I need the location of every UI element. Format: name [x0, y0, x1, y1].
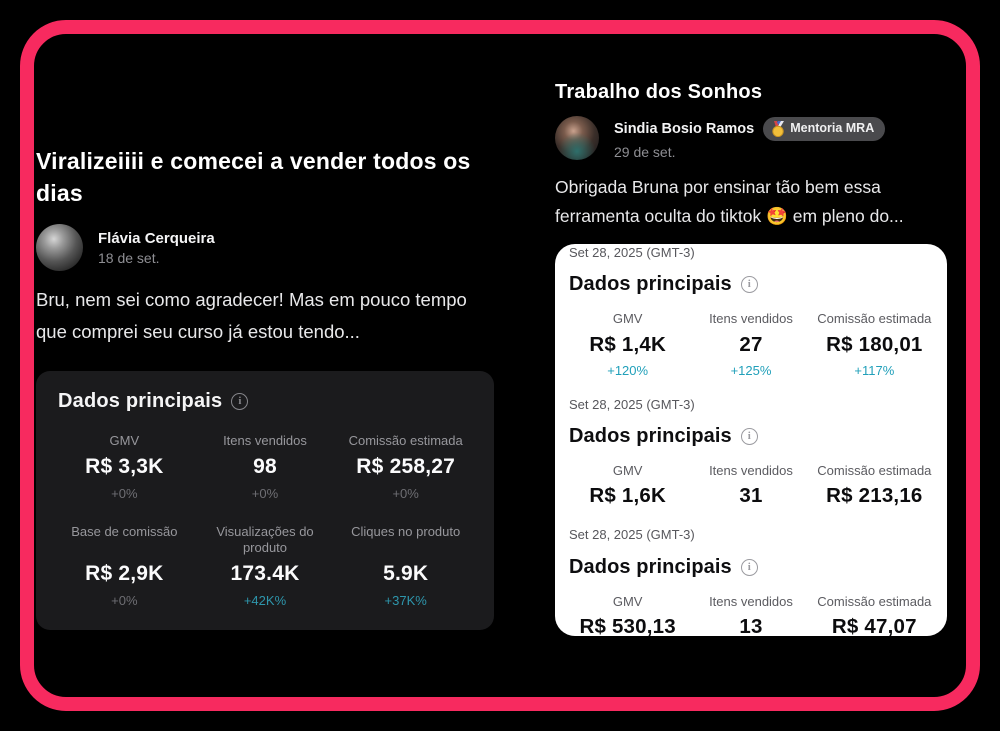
stat-delta: +120%	[607, 362, 649, 378]
stat-value: R$ 180,01	[826, 332, 923, 356]
post-title: Viralizeiiii e comecei a vender todos os…	[36, 148, 471, 206]
stat-label: Comissão estimada	[817, 463, 932, 479]
report-section-title: Dados principais	[569, 556, 732, 579]
stat-value: 5.9K	[383, 562, 429, 586]
post-date: 29 de set.	[614, 143, 676, 160]
stat-cell: Comissão estimada R$ 213,16	[816, 463, 933, 508]
report-section-title: Dados principais	[569, 425, 732, 448]
report-section-header: Dados principais i	[569, 273, 933, 296]
post-body: Obrigada Bruna por ensinar tão bem essa …	[555, 177, 904, 227]
stat-cell: Comissão estimada R$ 47,07	[816, 594, 933, 636]
stat-delta: +0%	[111, 485, 138, 501]
stat-value: R$ 2,9K	[85, 562, 164, 586]
stat-label: Visualizações do produto	[216, 523, 314, 556]
stat-cell: Comissão estimada R$ 180,01 +117%	[816, 311, 933, 377]
info-icon[interactable]: i	[740, 428, 758, 446]
stats-grid: GMV R$ 3,3K +0% Itens vendidos 98 +0% Comissão…	[58, 433, 472, 609]
stat-label: Itens vendidos	[709, 311, 793, 327]
stat-delta: +0%	[111, 593, 138, 609]
stat-value: R$ 258,27	[356, 454, 456, 478]
stat-cell: GMV R$ 1,4K +120%	[569, 311, 686, 377]
stat-label: Cliques no produto	[351, 523, 461, 539]
stat-delta: +0%	[392, 485, 419, 501]
info-icon[interactable]: i	[740, 559, 758, 577]
stat-label: GMV	[612, 594, 643, 610]
stat-cell: GMV R$ 530,13	[569, 594, 686, 636]
author-meta: Flávia Cerqueira 18 de set.	[98, 230, 215, 266]
testimonial-post-right: Trabalho dos Sonhos Sindia Bosio Ramos M…	[555, 80, 947, 636]
report-stats-grid: GMV R$ 1,6K Itens vendidos 31 Comissão estim…	[569, 463, 933, 508]
stat-value: 31	[739, 484, 763, 508]
medal-icon	[772, 120, 785, 137]
report-section-header: Dados principais i	[569, 556, 933, 579]
report-date: Set 28, 2025 (GMT-3)	[569, 244, 695, 260]
post-title: Trabalho dos Sonhos	[555, 81, 763, 103]
testimonial-post-left: Viralizeiiii e comecei a vender todos os…	[36, 146, 494, 631]
stat-cell: GMV R$ 1,6K	[569, 463, 686, 508]
stat-value: R$ 1,6K	[589, 484, 666, 508]
stat-value: R$ 530,13	[579, 615, 676, 636]
stat-cell: Itens vendidos 27 +125%	[692, 311, 809, 377]
stat-label: GMV	[612, 463, 643, 479]
report-stats-grid: GMV R$ 1,4K +120% Itens vendidos 27 +125% Comi…	[569, 311, 933, 377]
author-meta: Sindia Bosio Ramos Mentoria MRA 29 de se…	[614, 116, 886, 160]
author-row: Flávia Cerqueira 18 de set.	[36, 224, 494, 272]
stat-value: 98	[253, 454, 277, 478]
mentoria-badge: Mentoria MRA	[763, 116, 886, 141]
info-icon[interactable]: i	[231, 392, 249, 410]
stat-label: Itens vendidos	[709, 463, 793, 479]
stat-label: GMV	[109, 432, 140, 448]
report-section: Set 28, 2025 (GMT-3) Dados principais i GMV…	[569, 525, 933, 635]
stat-value: 27	[739, 332, 763, 356]
stat-label: Itens vendidos	[709, 594, 793, 610]
stats-card-header: Dados principais i	[58, 390, 472, 413]
stat-label: GMV	[612, 311, 643, 327]
post-body: Bru, nem sei como agradecer! Mas em pouc…	[36, 289, 467, 342]
author-row: Sindia Bosio Ramos Mentoria MRA 29 de se…	[555, 116, 947, 160]
badge-label: Mentoria MRA	[790, 121, 875, 136]
stat-cell: Itens vendidos 31	[692, 463, 809, 508]
stat-cell: Base de comissão R$ 2,9K +0%	[58, 524, 191, 609]
stat-delta: +42K%	[243, 593, 287, 609]
stat-delta: +0%	[251, 485, 279, 501]
report-date: Set 28, 2025 (GMT-3)	[569, 527, 695, 543]
avatar[interactable]	[36, 224, 83, 272]
report-section: Set 28, 2025 (GMT-3) Dados principais i GMV…	[569, 395, 933, 509]
stat-label: Itens vendidos	[223, 432, 307, 448]
report-section-header: Dados principais i	[569, 425, 933, 448]
stat-cell: Itens vendidos 13	[692, 594, 809, 636]
avatar[interactable]	[555, 116, 599, 160]
stat-delta: +117%	[854, 362, 895, 378]
stats-card-title: Dados principais	[58, 389, 223, 412]
report-stats-grid: GMV R$ 530,13 Itens vendidos 13 Comissão est…	[569, 594, 933, 636]
stat-label: Comissão estimada	[817, 311, 932, 327]
stat-delta: +125%	[730, 362, 772, 378]
stat-delta: +37K%	[384, 593, 427, 609]
stat-cell: Itens vendidos 98 +0%	[199, 433, 332, 501]
report-section-title: Dados principais	[569, 273, 732, 296]
stat-value: 13	[739, 615, 763, 636]
stat-value: R$ 1,4K	[589, 332, 666, 356]
stat-value: R$ 3,3K	[85, 454, 164, 478]
stat-cell: Visualizações do produto 173.4K +42K%	[199, 524, 332, 609]
stat-label: Comissão estimada	[817, 594, 932, 610]
stat-cell: Cliques no produto 5.9K +37K%	[339, 524, 472, 609]
stat-cell: Comissão estimada R$ 258,27 +0%	[339, 433, 472, 501]
stat-value: R$ 213,16	[826, 484, 923, 508]
stat-value: R$ 47,07	[831, 615, 917, 636]
report-date: Set 28, 2025 (GMT-3)	[569, 396, 695, 412]
stats-card-dark: Dados principais i GMV R$ 3,3K +0% Itens ve…	[36, 370, 494, 631]
stat-cell: GMV R$ 3,3K +0%	[58, 433, 191, 501]
author-name[interactable]: Flávia Cerqueira	[98, 229, 215, 247]
info-icon[interactable]: i	[740, 276, 758, 294]
stat-label: Base de comissão	[71, 523, 178, 539]
post-date: 18 de set.	[98, 249, 160, 266]
report-section: Set 28, 2025 (GMT-3) Dados principais i GMV…	[569, 244, 933, 378]
stat-value: 173.4K	[230, 562, 300, 586]
stat-label: Comissão estimada	[348, 432, 463, 448]
author-name[interactable]: Sindia Bosio Ramos	[614, 120, 755, 137]
report-card-white: Set 28, 2025 (GMT-3) Dados principais i GMV…	[555, 243, 947, 636]
